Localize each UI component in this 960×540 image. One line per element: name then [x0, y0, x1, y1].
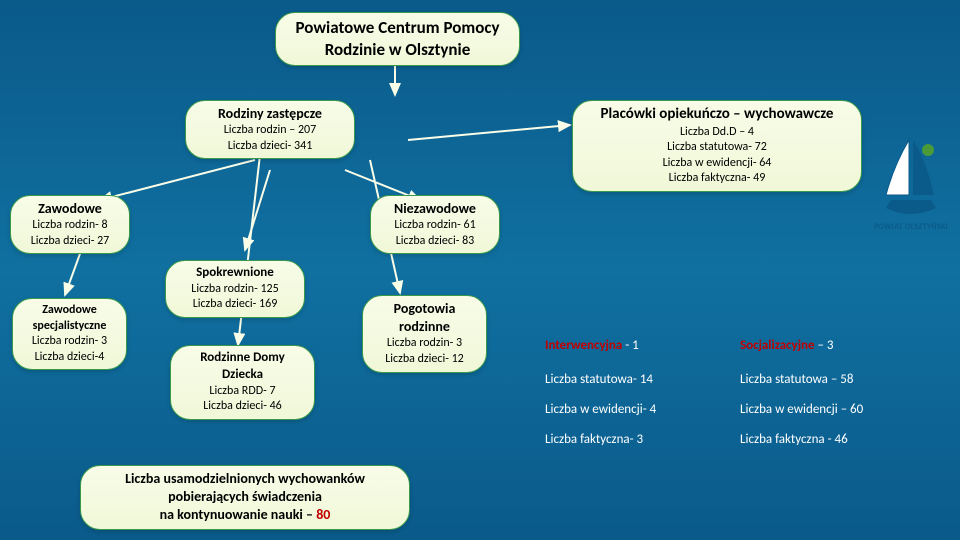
placowki-l1: Liczba Dd.D – 4 — [583, 125, 851, 141]
zaw-spec-l2: Liczba dzieci-4 — [23, 350, 116, 366]
socj-l1: Liczba statutowa – 58 — [740, 372, 853, 387]
footer-l1: Liczba usamodzielnionych wychowanków — [91, 470, 399, 488]
spokrewnione-box: Spokrewnione Liczba rodzin- 125 Liczba d… — [165, 260, 305, 318]
spokrewnione-l1: Liczba rodzin- 125 — [176, 282, 294, 298]
zawodowe-l2: Liczba dzieci- 27 — [21, 234, 119, 250]
socj-title-b: – 3 — [815, 338, 834, 353]
pogotowia-box: Pogotowia rodzinne Liczba rodzin- 3 Licz… — [362, 295, 487, 373]
rdd-box: Rodzinne Domy Dziecka Liczba RDD- 7 Licz… — [170, 345, 315, 420]
footer-l3b: 80 — [316, 506, 330, 523]
socj-l2: Liczba w ewidencji – 60 — [740, 402, 863, 417]
zawodowe-l1: Liczba rodzin- 8 — [21, 218, 119, 234]
rodziny-l1: Liczba rodzin – 207 — [196, 123, 344, 139]
zawodowe-title: Zawodowe — [21, 200, 119, 218]
spokrewnione-l2: Liczba dzieci- 169 — [176, 297, 294, 313]
socj-title: Socjalizacyjne – 3 — [740, 338, 834, 353]
placowki-title: Placówki opiekuńczo – wychowawcze — [583, 105, 851, 125]
footer-l2: pobierających świadczenia — [91, 488, 399, 506]
interw-title: Interwencyjna - 1 — [545, 338, 639, 353]
socj-l3: Liczba faktyczna - 46 — [740, 432, 848, 447]
footer-l3a: na kontynuowanie nauki – — [160, 506, 317, 523]
socj-title-a: Socjalizacyjne — [740, 338, 815, 353]
logo-text: POWIAT OLSZTYŃSKI — [870, 222, 952, 232]
rdd-title: Rodzinne Domy Dziecka — [181, 350, 304, 384]
niezawodowe-title: Niezawodowe — [381, 200, 489, 218]
interw-title-b: - 1 — [622, 338, 638, 353]
rodziny-box: Rodziny zastępcze Liczba rodzin – 207 Li… — [185, 100, 355, 159]
spokrewnione-title: Spokrewnione — [176, 265, 294, 282]
interw-l3: Liczba faktyczna- 3 — [545, 432, 643, 447]
rdd-l2: Liczba dzieci- 46 — [181, 399, 304, 415]
pogotowia-l1: Liczba rodzin- 3 — [373, 336, 476, 352]
niezawodowe-l2: Liczba dzieci- 83 — [381, 234, 489, 250]
placowki-l4: Liczba faktyczna- 49 — [583, 171, 851, 187]
rdd-l1: Liczba RDD- 7 — [181, 384, 304, 400]
rodziny-title: Rodziny zastępcze — [196, 105, 344, 123]
footer-box: Liczba usamodzielnionych wychowanków pob… — [80, 465, 410, 530]
header-line1: Powiatowe Centrum Pomocy — [286, 17, 509, 39]
pogotowia-title: Pogotowia rodzinne — [373, 300, 476, 336]
rodziny-l2: Liczba dzieci- 341 — [196, 139, 344, 155]
pogotowia-l2: Liczba dzieci- 12 — [373, 352, 476, 368]
header-line2: Rodzinie w Olsztynie — [286, 39, 509, 61]
niezawodowe-l1: Liczba rodzin- 61 — [381, 218, 489, 234]
interw-title-a: Interwencyjna — [545, 338, 622, 353]
zaw-spec-title: Zawodowe specjalistyczne — [23, 303, 116, 334]
zawodowe-box: Zawodowe Liczba rodzin- 8 Liczba dzieci-… — [10, 195, 130, 254]
placowki-l3: Liczba w ewidencji- 64 — [583, 156, 851, 172]
footer-l3: na kontynuowanie nauki – 80 — [91, 506, 399, 524]
placowki-l2: Liczba statutowa- 72 — [583, 140, 851, 156]
zaw-spec-l1: Liczba rodzin- 3 — [23, 334, 116, 350]
interw-l1: Liczba statutowa- 14 — [545, 372, 653, 387]
sailboat-icon — [876, 130, 946, 220]
header-box: Powiatowe Centrum Pomocy Rodzinie w Olsz… — [275, 12, 520, 66]
interw-l2: Liczba w ewidencji- 4 — [545, 402, 656, 417]
logo: POWIAT OLSZTYŃSKI — [870, 130, 952, 232]
zaw-spec-box: Zawodowe specjalistyczne Liczba rodzin- … — [12, 298, 127, 370]
niezawodowe-box: Niezawodowe Liczba rodzin- 61 Liczba dzi… — [370, 195, 500, 254]
placowki-box: Placówki opiekuńczo – wychowawcze Liczba… — [572, 100, 862, 192]
